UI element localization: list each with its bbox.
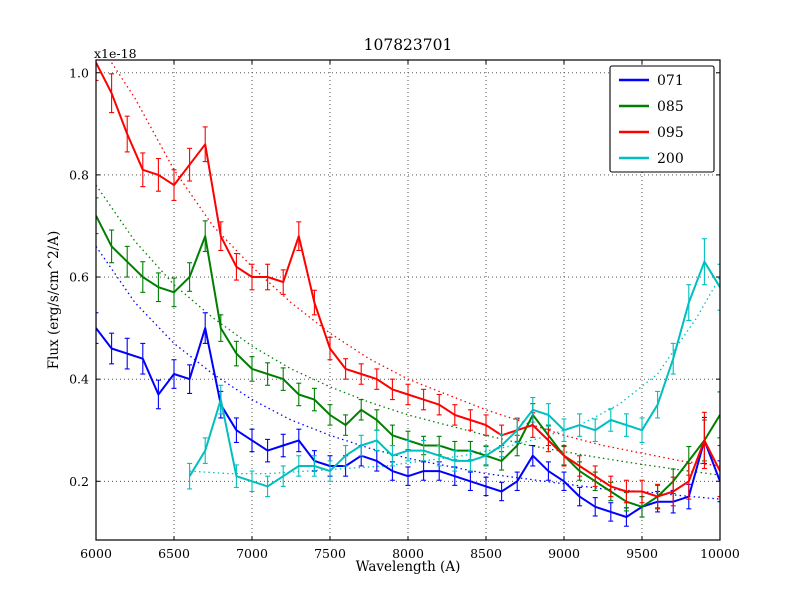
x-tick-label: 7000 xyxy=(236,546,268,561)
data-line-200 xyxy=(188,260,720,488)
series-layer xyxy=(96,60,720,527)
model-line-200-fit xyxy=(189,276,720,475)
x-axis-label: Wavelength (A) xyxy=(355,559,461,575)
y-tick-label: 0.8 xyxy=(69,167,89,182)
model-line-095-fit xyxy=(111,62,720,467)
x-tick-label: 9000 xyxy=(548,546,580,561)
data-line-071 xyxy=(96,327,720,518)
y-tick-label: 0.4 xyxy=(69,372,89,387)
legend-label-200: 200 xyxy=(657,151,684,167)
legend: 071 085 095 200 xyxy=(609,65,715,173)
x-tick-label: 10000 xyxy=(700,546,740,561)
legend-box xyxy=(609,65,715,173)
x-tick-label: 9500 xyxy=(626,546,658,561)
x-tick-label: 8000 xyxy=(392,546,424,561)
y-tick-label: 1.0 xyxy=(69,65,89,80)
data-line-095 xyxy=(96,62,720,498)
x-tick-label: 6500 xyxy=(158,546,190,561)
legend-label-085: 085 xyxy=(657,99,684,115)
model-line-085-fit xyxy=(96,184,720,476)
tick-labels: 6000 6500 7000 7500 8000 8500 9000 9500 10000 0.2… xyxy=(69,65,740,561)
x-tick-label: 8500 xyxy=(470,546,502,561)
y-tick-label: 0.2 xyxy=(69,474,89,489)
legend-label-071: 071 xyxy=(657,73,684,89)
y-axis-label: Flux (erg/s/cm^2/A) xyxy=(46,230,62,370)
x-tick-label: 7500 xyxy=(314,546,346,561)
y-axis-offset-label: x1e-18 xyxy=(94,46,137,61)
legend-label-095: 095 xyxy=(657,125,684,141)
chart-title: 107823701 xyxy=(363,36,453,54)
series-200 xyxy=(187,238,720,498)
tick-marks xyxy=(95,60,721,540)
y-tick-label: 0.6 xyxy=(69,270,89,285)
x-tick-label: 6000 xyxy=(80,546,112,561)
